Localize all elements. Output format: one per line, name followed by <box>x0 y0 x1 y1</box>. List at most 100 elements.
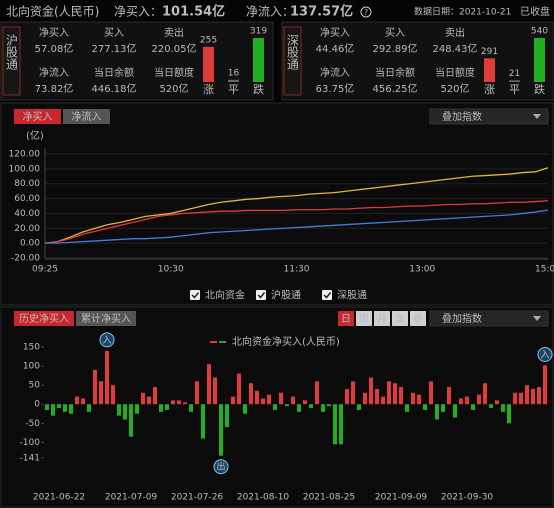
x-tick-label: 15:00 <box>535 265 554 275</box>
period-button[interactable] <box>338 311 354 326</box>
y-tick-label: 100 <box>23 362 40 372</box>
bar <box>63 404 67 412</box>
legend-checkbox[interactable] <box>190 290 200 300</box>
tab[interactable] <box>76 311 136 326</box>
period-label[interactable]: 年 <box>413 312 423 325</box>
tab[interactable] <box>63 109 110 124</box>
bar <box>201 404 205 439</box>
marker <box>537 346 553 362</box>
page-title: 北向资金(人民币) <box>6 4 99 19</box>
bar <box>423 404 427 410</box>
count-bar <box>228 79 239 82</box>
y-tick-label: -20.00 <box>11 254 40 264</box>
legend-label: 北向资金净买入(人民币) <box>232 335 340 348</box>
period-label[interactable]: 日 <box>341 314 351 325</box>
bar <box>357 404 361 410</box>
bar <box>321 404 325 412</box>
period-button[interactable] <box>356 311 372 326</box>
count-value: 540 <box>531 27 548 37</box>
cell-value: 63.75亿 <box>316 82 355 95</box>
bar <box>87 404 91 412</box>
bar <box>135 404 139 414</box>
legend-checkbox[interactable] <box>322 290 332 300</box>
cell-label: 买入 <box>385 27 405 39</box>
bar <box>231 396 235 405</box>
bar <box>189 404 193 412</box>
period-button[interactable] <box>374 311 390 326</box>
overlay-label[interactable]: 叠加指数 <box>442 110 482 123</box>
bar <box>381 396 385 405</box>
bar <box>495 400 499 405</box>
bar <box>363 392 367 405</box>
marker-label: 入 <box>540 349 549 360</box>
legend-label[interactable]: 北向资金 <box>205 289 245 302</box>
help-icon[interactable] <box>360 6 372 18</box>
period-label[interactable]: 周 <box>359 313 369 325</box>
y-tick-label: 60.00 <box>14 194 40 204</box>
x-tick-label: 13:00 <box>409 265 435 275</box>
tab[interactable] <box>14 109 61 124</box>
x-tick-label: 2021-07-26 <box>171 493 224 503</box>
cell-value: 446.18亿 <box>92 82 137 95</box>
legend-checkbox[interactable] <box>256 290 266 300</box>
bar <box>159 404 163 412</box>
bar <box>453 404 457 418</box>
series-line <box>45 209 549 244</box>
overlay-dropdown[interactable] <box>429 310 549 327</box>
bar <box>543 365 547 405</box>
period-button[interactable] <box>410 311 426 326</box>
panel-bg <box>281 21 554 101</box>
period-button[interactable] <box>392 311 408 326</box>
legend-label[interactable]: 深股通 <box>337 290 367 302</box>
bar <box>507 404 511 424</box>
tab-label[interactable]: 累计净买入 <box>81 312 131 325</box>
x-tick-label: 2021-07-09 <box>105 493 158 503</box>
tab-label[interactable]: 历史净买入 <box>19 312 69 325</box>
bar <box>387 381 391 405</box>
bar <box>171 400 175 405</box>
y-unit: (亿) <box>26 129 44 142</box>
y-tick-label: 120.00 <box>9 150 41 160</box>
tab-label[interactable]: 净流入 <box>72 110 102 123</box>
cell-value: 520亿 <box>440 82 469 95</box>
bar <box>51 404 55 416</box>
overlay-dropdown[interactable] <box>429 108 549 125</box>
marker-label: 入 <box>102 335 111 346</box>
bar <box>513 392 517 405</box>
marker <box>99 332 115 348</box>
bar <box>531 388 535 405</box>
period-label[interactable]: 季 <box>395 313 405 325</box>
legend-label[interactable]: 沪股通 <box>271 289 301 302</box>
bar <box>69 404 73 414</box>
series-line <box>44 200 549 244</box>
x-tick-label: 2021-09-09 <box>375 493 428 503</box>
bar <box>219 404 223 456</box>
tab-label[interactable]: 净买入 <box>23 110 53 123</box>
cell-value: 220.05亿 <box>152 42 197 55</box>
x-tick-label: 2021-08-10 <box>237 493 290 503</box>
bar <box>435 404 439 420</box>
help-text[interactable]: ? <box>364 8 368 17</box>
bar <box>315 381 319 405</box>
bar <box>291 396 295 405</box>
x-tick-label: 10:30 <box>158 265 184 275</box>
bar <box>195 381 199 405</box>
bar <box>273 404 277 410</box>
count-label: 平 <box>228 83 239 96</box>
tab[interactable] <box>14 311 74 326</box>
panel-name: 沪股通 <box>5 34 19 70</box>
count-value: 16 <box>228 68 240 78</box>
bar <box>339 404 343 445</box>
bar <box>369 377 373 405</box>
overlay-label[interactable]: 叠加指数 <box>442 312 482 325</box>
period-label[interactable]: 月 <box>377 313 387 325</box>
bar <box>261 398 265 405</box>
bar <box>441 404 445 412</box>
bar <box>177 400 181 405</box>
cell-label: 当日余额 <box>375 66 415 79</box>
cell-label: 净买入 <box>320 26 350 39</box>
check-mark <box>257 292 266 299</box>
count-value: 291 <box>481 47 498 57</box>
bar <box>129 404 133 437</box>
panel-name-box <box>2 26 21 96</box>
